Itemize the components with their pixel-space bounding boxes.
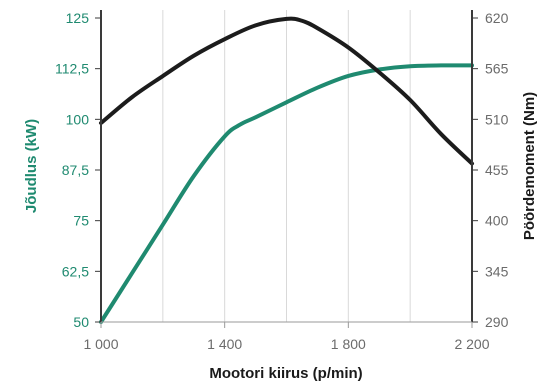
y-right-tick-label: 345 [485,263,509,279]
y-left-tick-label: 112,5 [55,61,89,77]
y-left-tick-label: 100 [66,111,90,127]
y-right-tick-label: 565 [485,61,509,77]
series-lines [99,16,474,324]
tick-labels: 50 62,5 75 87,5 100 112,5 125 290 345 400 455 510 56… [55,10,509,352]
y-left-tick-label: 125 [66,10,90,26]
y-right-tick-label: 290 [485,314,509,330]
axes [100,10,473,323]
y-left-tick-label: 50 [73,314,89,330]
x-axis-label: Mootori kiirus (p/min) [209,365,362,382]
y-right-axis-label: Pöördemoment (Nm) [521,92,538,240]
y-right-tick-label: 510 [485,111,509,127]
x-tick-label: 1 000 [83,336,118,352]
y-right-tick-label: 400 [485,213,509,229]
power-curve [99,63,474,324]
y-left-tick-label: 87,5 [62,162,89,178]
x-tick-label: 1 800 [331,336,366,352]
grid-lines [162,10,411,322]
y-left-tick-label: 62,5 [62,263,89,279]
y-right-tick-label: 455 [485,162,509,178]
torque-curve [99,16,474,166]
y-left-tick-label: 75 [73,213,89,229]
y-left-axis-label: Jõudlus (kW) [23,119,40,213]
x-tick-label: 2 200 [454,336,489,352]
y-right-tick-label: 620 [485,10,509,26]
x-tick-label: 1 400 [207,336,242,352]
